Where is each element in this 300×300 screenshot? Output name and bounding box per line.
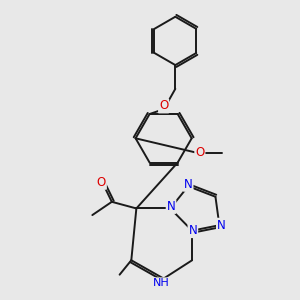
Text: N: N: [188, 224, 197, 237]
Text: O: O: [195, 146, 205, 159]
Text: O: O: [159, 100, 168, 112]
Text: N: N: [167, 200, 176, 213]
Text: NH: NH: [153, 278, 170, 288]
Text: O: O: [97, 176, 106, 189]
Text: N: N: [217, 219, 226, 232]
Text: N: N: [184, 178, 193, 191]
